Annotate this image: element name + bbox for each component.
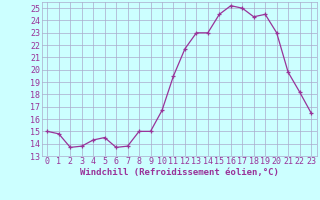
X-axis label: Windchill (Refroidissement éolien,°C): Windchill (Refroidissement éolien,°C) [80, 168, 279, 177]
